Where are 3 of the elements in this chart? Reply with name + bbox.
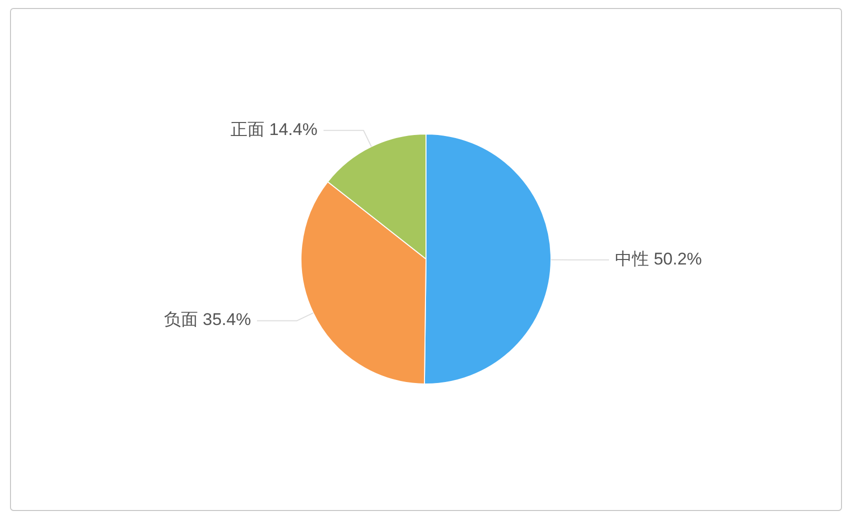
slice-label: 中性 50.2% (614, 249, 702, 268)
slice-label: 负面 35.4% (164, 310, 251, 330)
slice-label: 正面 14.4% (230, 120, 318, 139)
